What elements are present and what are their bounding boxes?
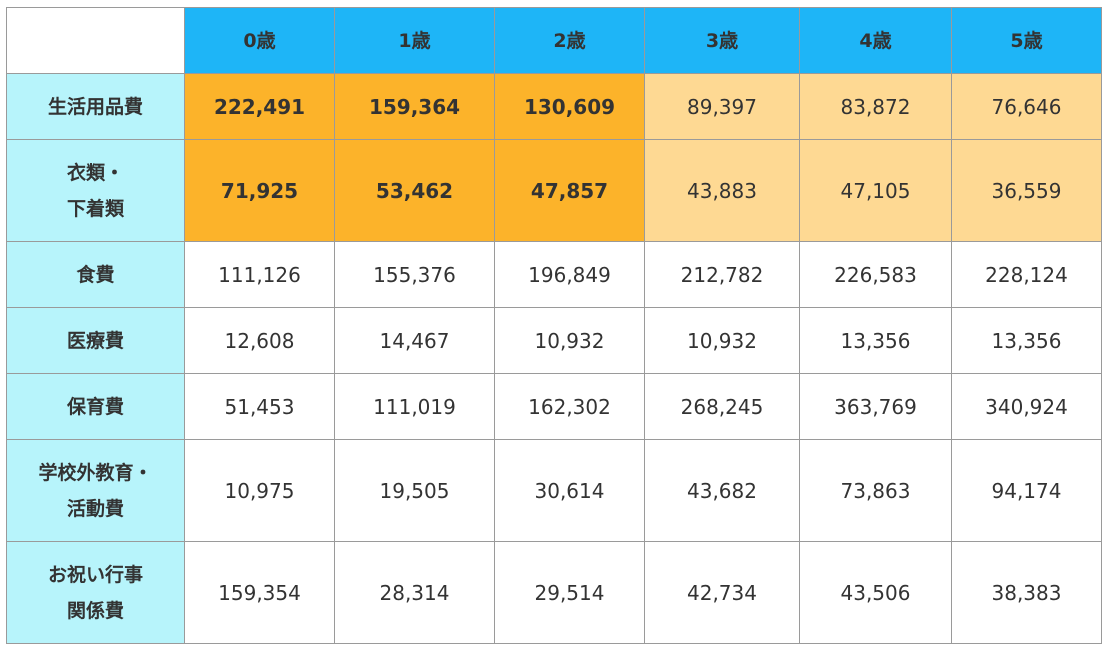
table-cell: 268,245 [644, 373, 800, 440]
corner-cell [6, 7, 185, 74]
table-cell: 14,467 [334, 307, 495, 374]
table-cell: 36,559 [951, 139, 1102, 242]
table-cell: 38,383 [951, 541, 1102, 644]
table-cell: 222,491 [184, 73, 335, 140]
row-header: 医療費 [6, 307, 185, 374]
cost-table: 0歳 1歳 2歳 3歳 4歳 5歳 生活用品費 222,491 159,364 … [6, 7, 1102, 644]
table-cell: 83,872 [799, 73, 952, 140]
table-row-childcare: 保育費 51,453 111,019 162,302 268,245 363,7… [6, 373, 1102, 440]
table-cell: 226,583 [799, 241, 952, 308]
table-row-daily-goods: 生活用品費 222,491 159,364 130,609 89,397 83,… [6, 73, 1102, 140]
table-cell: 159,354 [184, 541, 335, 644]
row-header: 学校外教育・活動費 [6, 439, 185, 542]
table-cell: 340,924 [951, 373, 1102, 440]
table-cell: 10,932 [644, 307, 800, 374]
column-header-age-4: 4歳 [799, 7, 952, 74]
row-header: 生活用品費 [6, 73, 185, 140]
table-cell: 47,105 [799, 139, 952, 242]
table-cell: 111,126 [184, 241, 335, 308]
table-cell: 13,356 [951, 307, 1102, 374]
column-header-age-5: 5歳 [951, 7, 1102, 74]
table-cell: 12,608 [184, 307, 335, 374]
table-cell: 43,506 [799, 541, 952, 644]
table-cell: 159,364 [334, 73, 495, 140]
table-cell: 28,314 [334, 541, 495, 644]
row-header: 衣類・下着類 [6, 139, 185, 242]
column-header-age-2: 2歳 [494, 7, 645, 74]
table-cell: 51,453 [184, 373, 335, 440]
table-cell: 155,376 [334, 241, 495, 308]
table-row-clothing: 衣類・下着類 71,925 53,462 47,857 43,883 47,10… [6, 139, 1102, 242]
table-cell: 130,609 [494, 73, 645, 140]
header-row: 0歳 1歳 2歳 3歳 4歳 5歳 [6, 7, 1102, 74]
table-cell: 73,863 [799, 439, 952, 542]
cost-table-container: 0歳 1歳 2歳 3歳 4歳 5歳 生活用品費 222,491 159,364 … [6, 7, 1102, 644]
column-header-age-3: 3歳 [644, 7, 800, 74]
row-header: 食費 [6, 241, 185, 308]
table-cell: 111,019 [334, 373, 495, 440]
table-cell: 53,462 [334, 139, 495, 242]
table-row-celebrations: お祝い行事関係費 159,354 28,314 29,514 42,734 43… [6, 541, 1102, 644]
table-cell: 89,397 [644, 73, 800, 140]
column-header-age-0: 0歳 [184, 7, 335, 74]
table-cell: 162,302 [494, 373, 645, 440]
table-cell: 19,505 [334, 439, 495, 542]
table-cell: 228,124 [951, 241, 1102, 308]
table-cell: 29,514 [494, 541, 645, 644]
table-cell: 363,769 [799, 373, 952, 440]
table-cell: 47,857 [494, 139, 645, 242]
table-cell: 196,849 [494, 241, 645, 308]
table-row-education: 学校外教育・活動費 10,975 19,505 30,614 43,682 73… [6, 439, 1102, 542]
table-cell: 10,975 [184, 439, 335, 542]
table-cell: 10,932 [494, 307, 645, 374]
column-header-age-1: 1歳 [334, 7, 495, 74]
table-cell: 212,782 [644, 241, 800, 308]
table-cell: 94,174 [951, 439, 1102, 542]
row-header: お祝い行事関係費 [6, 541, 185, 644]
row-header: 保育費 [6, 373, 185, 440]
table-cell: 42,734 [644, 541, 800, 644]
table-cell: 76,646 [951, 73, 1102, 140]
table-cell: 43,682 [644, 439, 800, 542]
table-cell: 43,883 [644, 139, 800, 242]
table-row-food: 食費 111,126 155,376 196,849 212,782 226,5… [6, 241, 1102, 308]
table-cell: 13,356 [799, 307, 952, 374]
table-cell: 30,614 [494, 439, 645, 542]
table-cell: 71,925 [184, 139, 335, 242]
table-row-medical: 医療費 12,608 14,467 10,932 10,932 13,356 1… [6, 307, 1102, 374]
